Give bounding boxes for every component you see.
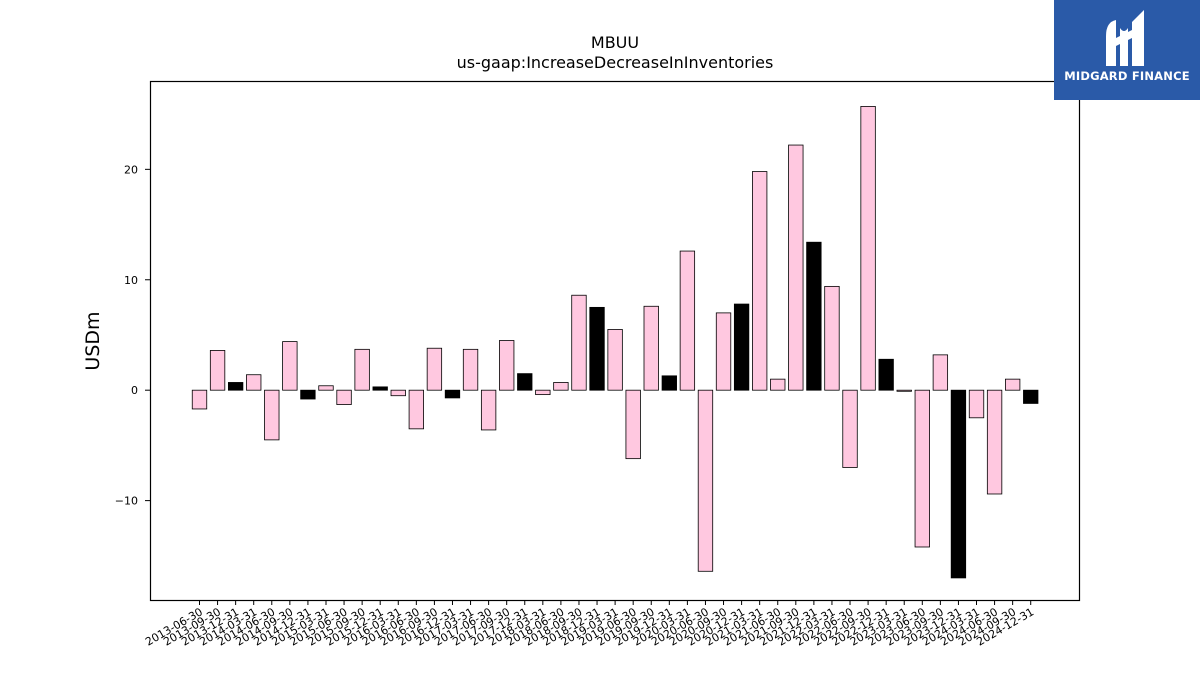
- bar-2024-03-31: [968, 389, 985, 419]
- bar-2019-09-30: [643, 305, 659, 391]
- bar-2022-06-30: [842, 389, 858, 468]
- bar-2020-03-31: [679, 250, 696, 391]
- bar-2023-09-30: [932, 354, 949, 391]
- bar-2015-09-30: [354, 348, 370, 391]
- bar-2015-12-31: [372, 386, 388, 391]
- bar-2024-06-30: [986, 389, 1003, 495]
- bar-2023-12-31: [950, 389, 967, 579]
- bar-2014-09-30: [282, 341, 298, 391]
- chart-title: MBUU: [591, 33, 639, 52]
- bar-2019-12-31: [661, 375, 677, 391]
- x-axis: 2013-06-302013-09-302013-12-312014-03-31…: [143, 600, 1036, 649]
- brand-mark-icon: [1106, 10, 1144, 66]
- bar-2019-03-31: [607, 329, 623, 391]
- bar-2018-03-31: [535, 389, 551, 396]
- bar-2021-03-31: [752, 171, 768, 391]
- bar-2017-09-30: [499, 340, 515, 391]
- chart-subtitle: us-gaap:IncreaseDecreaseInInventories: [457, 53, 774, 72]
- plot-frame: [149, 80, 1081, 602]
- bar-2023-06-30: [914, 389, 930, 548]
- bar-2014-12-31: [300, 389, 316, 400]
- bar-2017-06-30: [480, 389, 497, 431]
- bar-2016-06-30: [408, 389, 424, 430]
- bar-2015-06-30: [336, 389, 352, 405]
- bar-2024-12-31: [1023, 389, 1039, 404]
- bar-2022-03-31: [824, 285, 840, 391]
- brand-name: MIDGARD FINANCE: [1064, 69, 1190, 83]
- bar-2017-12-31: [517, 373, 533, 391]
- bar-2018-06-30: [553, 382, 569, 391]
- bar-2014-06-30: [264, 389, 280, 441]
- bar-2013-06-30: [191, 389, 208, 410]
- bar-2018-09-30: [571, 294, 587, 391]
- bar-2022-12-31: [878, 358, 894, 391]
- y-axis-label: USDm: [82, 311, 104, 370]
- y-tick-label: 20: [124, 163, 138, 176]
- bar-2017-03-31: [462, 348, 479, 391]
- bar-2023-03-31: [896, 389, 912, 392]
- bar-2024-09-30: [1005, 378, 1021, 391]
- bar-2020-12-31: [733, 303, 750, 391]
- bar-2019-06-30: [625, 389, 641, 460]
- bar-2014-03-31: [246, 374, 262, 391]
- bar-2018-12-31: [589, 306, 605, 391]
- y-axis: −10 0 10 20: [115, 163, 150, 508]
- bar-2016-09-30: [426, 347, 443, 391]
- bar-2021-12-31: [806, 241, 822, 391]
- y-tick-label: 10: [124, 274, 138, 287]
- bars: [191, 106, 1039, 579]
- y-tick-label: −10: [115, 495, 138, 508]
- y-tick-label: 0: [131, 384, 138, 397]
- bar-2013-12-31: [227, 382, 244, 391]
- bar-2021-09-30: [788, 144, 804, 391]
- bar-2022-09-30: [860, 106, 876, 391]
- bar-2013-09-30: [209, 350, 226, 391]
- bar-2020-09-30: [715, 312, 732, 391]
- bar-2021-06-30: [770, 378, 786, 391]
- bar-2016-03-31: [390, 389, 406, 397]
- bar-2020-06-30: [697, 389, 714, 572]
- brand-logo: MIDGARD FINANCE: [1054, 0, 1200, 100]
- bar-2015-03-31: [318, 385, 334, 391]
- bar-2016-12-31: [444, 389, 461, 399]
